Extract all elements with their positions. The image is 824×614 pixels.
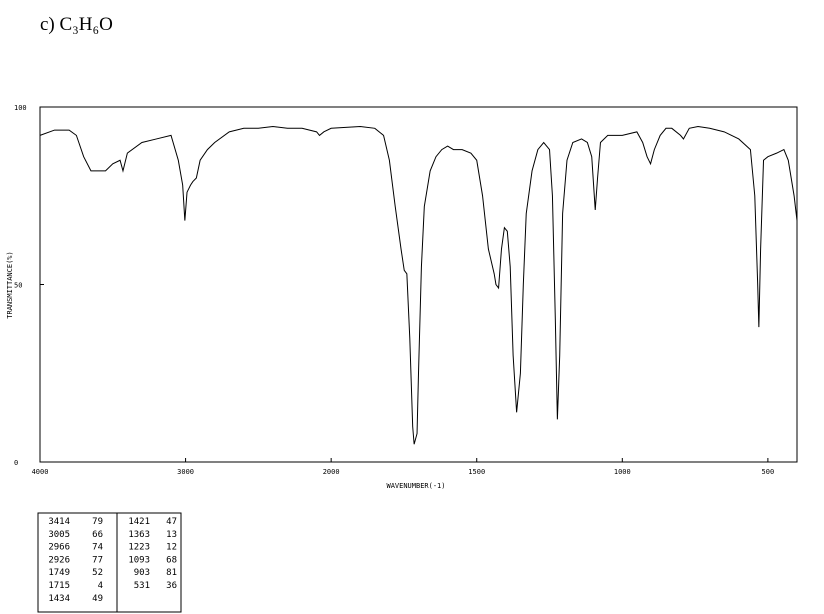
- peak-table-cell: 49: [92, 594, 103, 604]
- peak-table-cell: 13: [166, 530, 177, 540]
- peak-table-cell: 52: [92, 568, 103, 578]
- peak-table-cell: 1223: [128, 543, 150, 553]
- spectrum-line: [39, 126, 798, 445]
- peak-table-cell: 4: [98, 581, 103, 591]
- y-tick-label: 50: [14, 282, 22, 290]
- x-tick-label: 1500: [468, 468, 485, 476]
- peak-table-cell: 81: [166, 568, 177, 578]
- chart-title: c) C₃H₆O: [40, 14, 113, 35]
- peak-table-cell: 903: [134, 568, 150, 578]
- x-tick-label: 4000: [32, 468, 49, 476]
- peak-table-cell: 2966: [48, 543, 70, 553]
- peak-table-cell: 3414: [48, 517, 70, 527]
- peak-table-cell: 1093: [128, 555, 150, 565]
- peak-table-cell: 66: [92, 530, 103, 540]
- peak-table-cell: 1434: [48, 594, 70, 604]
- peak-table-cell: 74: [92, 543, 103, 553]
- peak-table-cell: 531: [134, 581, 150, 591]
- peak-table-cell: 36: [166, 581, 177, 591]
- peak-table-cell: 47: [166, 517, 177, 527]
- peak-table-cell: 2926: [48, 555, 70, 565]
- x-tick-label: 2000: [323, 468, 340, 476]
- x-tick-label: 500: [762, 468, 775, 476]
- peak-table-cell: 1749: [48, 568, 70, 578]
- y-tick-label: 100: [14, 104, 27, 112]
- peak-table-cell: 79: [92, 517, 103, 527]
- y-tick-label: 0: [14, 459, 18, 467]
- x-axis-label: WAVENUMBER(-1): [386, 482, 445, 490]
- peak-table-cell: 1363: [128, 530, 150, 540]
- y-axis-label: TRANSMITTANCE(%): [6, 251, 14, 318]
- peak-table-cell: 1421: [128, 517, 150, 527]
- peak-table-frame: [37, 512, 182, 613]
- peak-table-cell: 77: [92, 555, 103, 565]
- peak-table-cell: 12: [166, 543, 177, 553]
- peak-table-cell: 3005: [48, 530, 70, 540]
- plot-frame: [39, 106, 798, 463]
- peak-table-cell: 1715: [48, 581, 70, 591]
- peak-table-cell: 68: [166, 555, 177, 565]
- x-tick-label: 1000: [614, 468, 631, 476]
- x-tick-label: 3000: [177, 468, 194, 476]
